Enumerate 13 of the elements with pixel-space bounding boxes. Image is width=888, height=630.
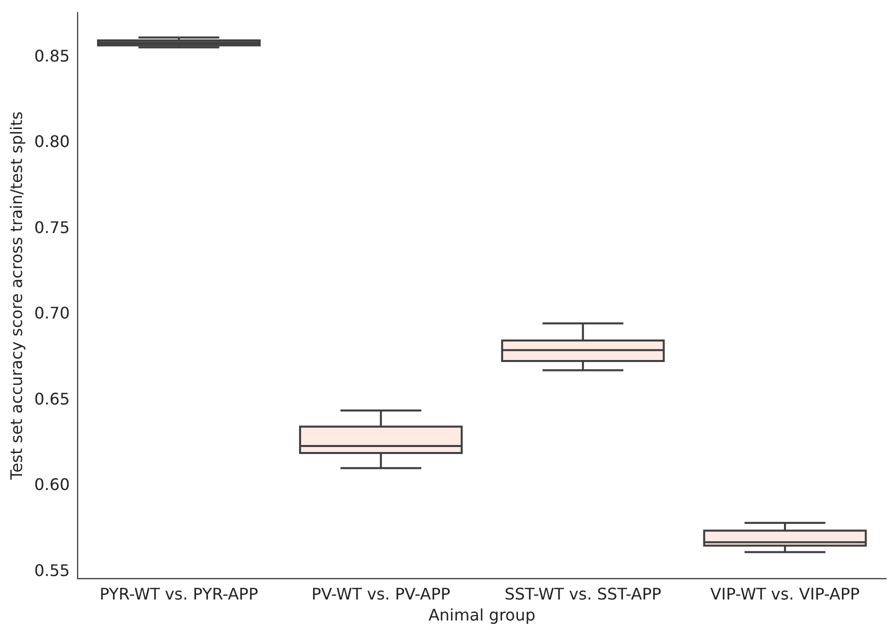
y-tick-label: 0.65: [34, 389, 70, 408]
y-tick-label: 0.60: [34, 475, 70, 494]
y-axis-title: Test set accuracy score across train/test splits: [6, 111, 26, 481]
x-tick-label: PV-WT vs. PV-APP: [312, 584, 451, 604]
x-tick-label: PYR-WT vs. PYR-APP: [100, 584, 258, 604]
y-tick-label: 0.55: [34, 560, 70, 580]
y-tick-label: 0.75: [34, 218, 70, 237]
y-tick-label: 0.70: [34, 304, 70, 323]
y-tick-label: 0.80: [34, 132, 70, 152]
y-tick-label: 0.85: [34, 46, 70, 66]
x-tick-label: VIP-WT vs. VIP-APP: [710, 584, 860, 604]
x-axis-title: Animal group: [428, 606, 536, 625]
x-tick-label: SST-WT vs. SST-APP: [504, 584, 662, 604]
